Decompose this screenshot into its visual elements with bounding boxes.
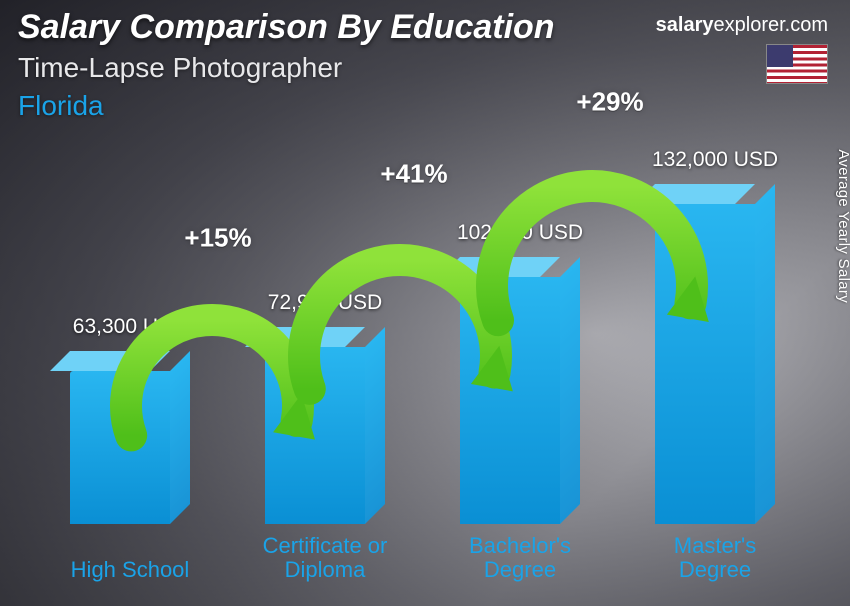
arc-svg	[550, 144, 850, 348]
percentage-badge: +41%	[380, 159, 447, 190]
flag-us-icon	[766, 44, 828, 84]
brand-bold: salary	[656, 14, 714, 36]
chart-subtitle: Time-Lapse Photographer	[18, 52, 342, 84]
bar-category-label: Certificate orDiploma	[245, 534, 405, 582]
chart-location: Florida	[18, 90, 104, 122]
percentage-badge: +15%	[184, 223, 251, 254]
infographic-canvas: Salary Comparison By Education Time-Laps…	[0, 0, 850, 606]
bar-category-label: Bachelor'sDegree	[440, 534, 600, 582]
bar-chart: 63,300 USDHigh School72,900 USDCertifica…	[30, 130, 800, 586]
increase-arc: +29%	[550, 144, 850, 353]
flag-canton	[767, 45, 793, 67]
bar-category-label: High School	[50, 558, 210, 582]
chart-title: Salary Comparison By Education	[18, 8, 555, 47]
brand-light: explorer.com	[714, 14, 829, 36]
bar-category-label: Master'sDegree	[635, 534, 795, 582]
percentage-badge: +29%	[576, 87, 643, 118]
brand-label: salaryexplorer.com	[656, 14, 828, 37]
